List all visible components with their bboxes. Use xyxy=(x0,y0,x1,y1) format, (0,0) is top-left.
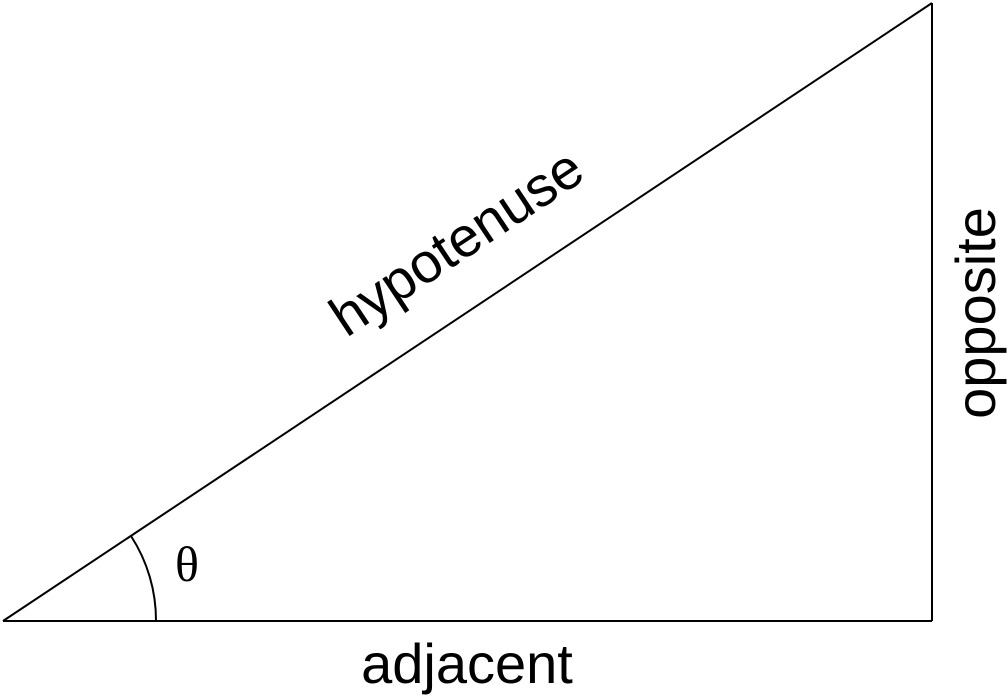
opposite-label: opposite xyxy=(944,207,1007,419)
adjacent-label: adjacent xyxy=(361,632,573,695)
angle-arc xyxy=(130,535,158,622)
hypotenuse-side xyxy=(2,2,933,622)
angle-theta-label: θ xyxy=(175,536,199,592)
hypotenuse-label: hypotenuse xyxy=(318,135,594,348)
